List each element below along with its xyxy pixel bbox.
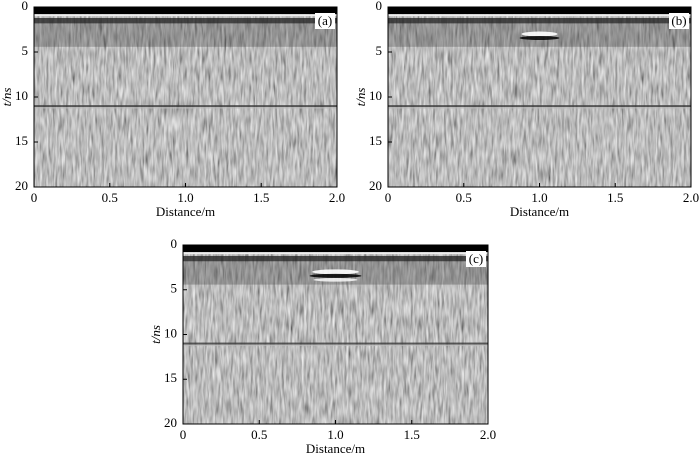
x-tick-label: 2.0 <box>683 190 699 205</box>
y-tick-label: 5 <box>171 281 178 296</box>
x-tick-label: 0.5 <box>251 427 267 442</box>
target-reflection <box>309 273 362 278</box>
panel-label-box <box>315 13 335 29</box>
direct-wave <box>388 7 691 15</box>
y-tick-label: 0 <box>376 0 383 13</box>
target-reflection <box>521 31 558 37</box>
y-tick-label: 10 <box>164 325 177 340</box>
x-tick-label: 1.5 <box>253 190 269 205</box>
y-tick-label: 15 <box>164 370 177 385</box>
y-tick-label: 0 <box>171 236 178 251</box>
x-tick-label: 2.0 <box>329 190 345 205</box>
panel: (c) 0 0.5 1.0 1.5 2.0 0 5 10 15 20 Distance/m t/ns <box>148 236 496 456</box>
target-reflection <box>313 278 358 282</box>
reflector <box>183 342 488 345</box>
y-tick-label: 20 <box>15 178 28 193</box>
reflector <box>388 105 691 108</box>
y-tick-label: 15 <box>369 133 382 148</box>
y-axis-title: t/ns <box>0 88 14 107</box>
direct-wave <box>183 255 488 262</box>
panel-label: (a) <box>318 13 332 28</box>
direct-wave <box>34 14 337 17</box>
x-tick-label: 1.0 <box>177 190 193 205</box>
direct-wave <box>388 14 691 17</box>
y-tick-label: 10 <box>369 88 382 103</box>
direct-wave <box>34 18 337 24</box>
reflector <box>34 105 337 108</box>
panel: (b) 0 0.5 1.0 1.5 2.0 0 5 10 15 20 Distance/m t/ns <box>353 0 699 219</box>
panel-label: (c) <box>469 251 483 266</box>
shallow-clutter <box>34 23 337 47</box>
radargram-image <box>34 7 337 187</box>
direct-wave <box>34 7 337 15</box>
y-axis-title: t/ns <box>353 88 368 107</box>
y-tick-label: 15 <box>15 133 28 148</box>
x-tick-label: 1.0 <box>531 190 547 205</box>
direct-wave <box>183 252 488 255</box>
x-axis-title: Distance/m <box>510 204 569 219</box>
y-tick-label: 5 <box>22 43 29 58</box>
x-tick-label: 0 <box>31 190 38 205</box>
x-tick-label: 1.5 <box>607 190 623 205</box>
panel-label-box <box>466 251 486 267</box>
y-tick-label: 20 <box>369 178 382 193</box>
reflector <box>388 107 691 109</box>
x-tick-label: 0 <box>180 427 187 442</box>
target-reflection <box>312 269 359 275</box>
y-tick-label: 5 <box>376 43 383 58</box>
x-tick-label: 0.5 <box>102 190 118 205</box>
target-reflection <box>519 36 560 40</box>
y-tick-label: 20 <box>164 415 177 430</box>
y-axis-title: t/ns <box>148 325 163 344</box>
panel-label: (b) <box>671 13 686 28</box>
panel-label-box <box>669 13 689 29</box>
x-tick-label: 1.5 <box>404 427 420 442</box>
x-tick-label: 1.0 <box>327 427 343 442</box>
x-axis-title: Distance/m <box>306 441 365 456</box>
x-tick-label: 0.5 <box>456 190 472 205</box>
reflector <box>34 107 337 109</box>
y-tick-label: 10 <box>15 88 28 103</box>
panel: (a) 0 0.5 1.0 1.5 2.0 0 5 10 15 20 Distance/m t/ns <box>0 0 345 219</box>
direct-wave <box>388 18 691 24</box>
x-tick-label: 0 <box>385 190 392 205</box>
y-tick-label: 0 <box>22 0 29 13</box>
reflector <box>183 344 488 347</box>
direct-wave <box>183 245 488 253</box>
x-tick-label: 2.0 <box>480 427 496 442</box>
x-axis-title: Distance/m <box>156 204 215 219</box>
